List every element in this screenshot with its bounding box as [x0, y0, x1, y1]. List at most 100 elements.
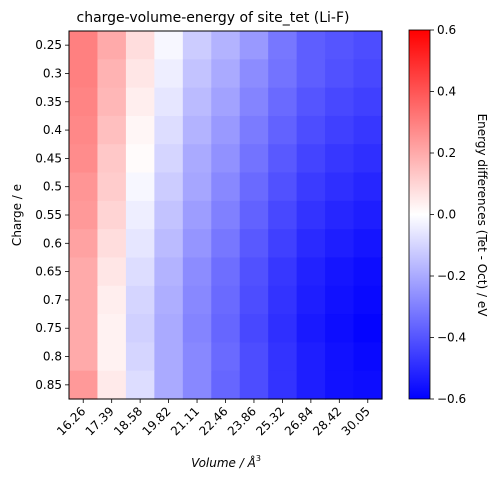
heatmap-cell	[239, 370, 269, 400]
x-axis-label-main: Volume / Å	[191, 455, 256, 470]
heatmap-cell	[125, 172, 155, 202]
heatmap-cell	[211, 172, 241, 202]
heatmap-cell	[268, 285, 298, 315]
heatmap-cell	[97, 87, 127, 117]
heatmap-cell	[182, 59, 212, 89]
heatmap-cell	[353, 370, 383, 400]
heatmap-cell	[268, 229, 298, 259]
heatmap-cell	[268, 115, 298, 145]
heatmap-cell	[325, 87, 355, 117]
heatmap-cell	[211, 144, 241, 174]
heatmap-cell	[239, 172, 269, 202]
colorbar	[408, 29, 431, 400]
heatmap-cell	[97, 229, 127, 259]
heatmap-cell	[182, 370, 212, 400]
heatmap-cell	[125, 370, 155, 400]
heatmap-cell	[154, 31, 184, 60]
heatmap-cell	[296, 59, 326, 89]
heatmap-cell	[69, 31, 99, 60]
heatmap-cell	[97, 115, 127, 145]
heatmap-cell	[268, 172, 298, 202]
colorbar-tick-label: −0.2	[437, 269, 466, 283]
heatmap-cell	[97, 370, 127, 400]
y-tick-label: 0.45	[35, 151, 62, 165]
heatmap-cell	[325, 31, 355, 60]
heatmap-cell	[239, 342, 269, 372]
heatmap-cell	[325, 59, 355, 89]
heatmap-cell	[182, 31, 212, 60]
heatmap-cell	[296, 144, 326, 174]
heatmap-cell	[69, 87, 99, 117]
colorbar-tick-label: 0.0	[437, 208, 456, 222]
heatmap-cell	[211, 87, 241, 117]
x-tick-label: 30.05	[339, 404, 373, 438]
x-tick-label: 23.86	[225, 404, 259, 438]
heatmap-cell	[268, 200, 298, 230]
heatmap-cell	[182, 229, 212, 259]
heatmap-cell	[211, 200, 241, 230]
colorbar-tick-label: 0.4	[437, 85, 456, 99]
heatmap-cell	[211, 285, 241, 315]
x-axis-ticks: 16.2617.3918.5819.8221.1122.4623.8625.32…	[54, 399, 373, 438]
x-tick-label: 19.82	[140, 404, 174, 438]
heatmap-cell	[69, 200, 99, 230]
heatmap-cell	[154, 257, 184, 287]
heatmap-cell	[296, 172, 326, 202]
heatmap-cell	[69, 285, 99, 315]
y-tick-label: 0.85	[35, 378, 62, 392]
heatmap-cell	[353, 115, 383, 145]
heatmap-cell	[268, 342, 298, 372]
heatmap-cell	[182, 172, 212, 202]
heatmap-cell	[154, 172, 184, 202]
heatmap-cell	[154, 342, 184, 372]
heatmap-cell	[97, 59, 127, 89]
heatmap-cell	[239, 314, 269, 343]
heatmap-cell	[182, 115, 212, 145]
heatmap-cell	[325, 314, 355, 343]
heatmap-cell	[268, 257, 298, 287]
heatmap-cell	[69, 314, 99, 343]
heatmap-cell	[97, 342, 127, 372]
x-axis-label-sup: 3	[256, 454, 261, 463]
heatmap-cell	[296, 87, 326, 117]
heatmap-cell	[239, 200, 269, 230]
heatmap-cell	[268, 87, 298, 117]
heatmap-cell	[325, 172, 355, 202]
heatmap-cell	[69, 172, 99, 202]
heatmap-cell	[211, 257, 241, 287]
heatmap-cell	[154, 87, 184, 117]
heatmap-cell	[211, 314, 241, 343]
heatmap-cell	[268, 314, 298, 343]
heatmap-cell	[125, 144, 155, 174]
heatmap-cell	[325, 200, 355, 230]
heatmap-cell	[211, 115, 241, 145]
heatmap-cell	[125, 314, 155, 343]
heatmap-cell	[239, 87, 269, 117]
y-tick-label: 0.3	[43, 66, 62, 80]
heatmap-cell	[125, 59, 155, 89]
y-tick-label: 0.35	[35, 95, 62, 109]
y-tick-label: 0.4	[43, 123, 62, 137]
heatmap-cell	[97, 285, 127, 315]
heatmap-cell	[69, 342, 99, 372]
heatmap-cell	[125, 31, 155, 60]
heatmap-cell	[268, 59, 298, 89]
y-tick-label: 0.75	[35, 321, 62, 335]
heatmap-cell	[125, 257, 155, 287]
heatmap-cell	[296, 314, 326, 343]
colorbar-tick-label: 0.2	[437, 146, 456, 160]
heatmap-cell	[125, 285, 155, 315]
x-tick-label: 17.39	[83, 404, 117, 438]
heatmap-cell	[353, 172, 383, 202]
heatmap-cell	[97, 172, 127, 202]
heatmap-cell	[182, 285, 212, 315]
x-tick-label: 16.26	[54, 404, 88, 438]
colorbar-label: Energy differences (Tet - Oct) / eV	[475, 114, 489, 318]
heatmap-cell	[182, 144, 212, 174]
heatmap-cell	[296, 115, 326, 145]
heatmap-cell	[211, 31, 241, 60]
heatmap-cell	[239, 285, 269, 315]
x-axis-label: Volume / Å3	[191, 454, 261, 470]
y-tick-label: 0.6	[43, 236, 62, 250]
